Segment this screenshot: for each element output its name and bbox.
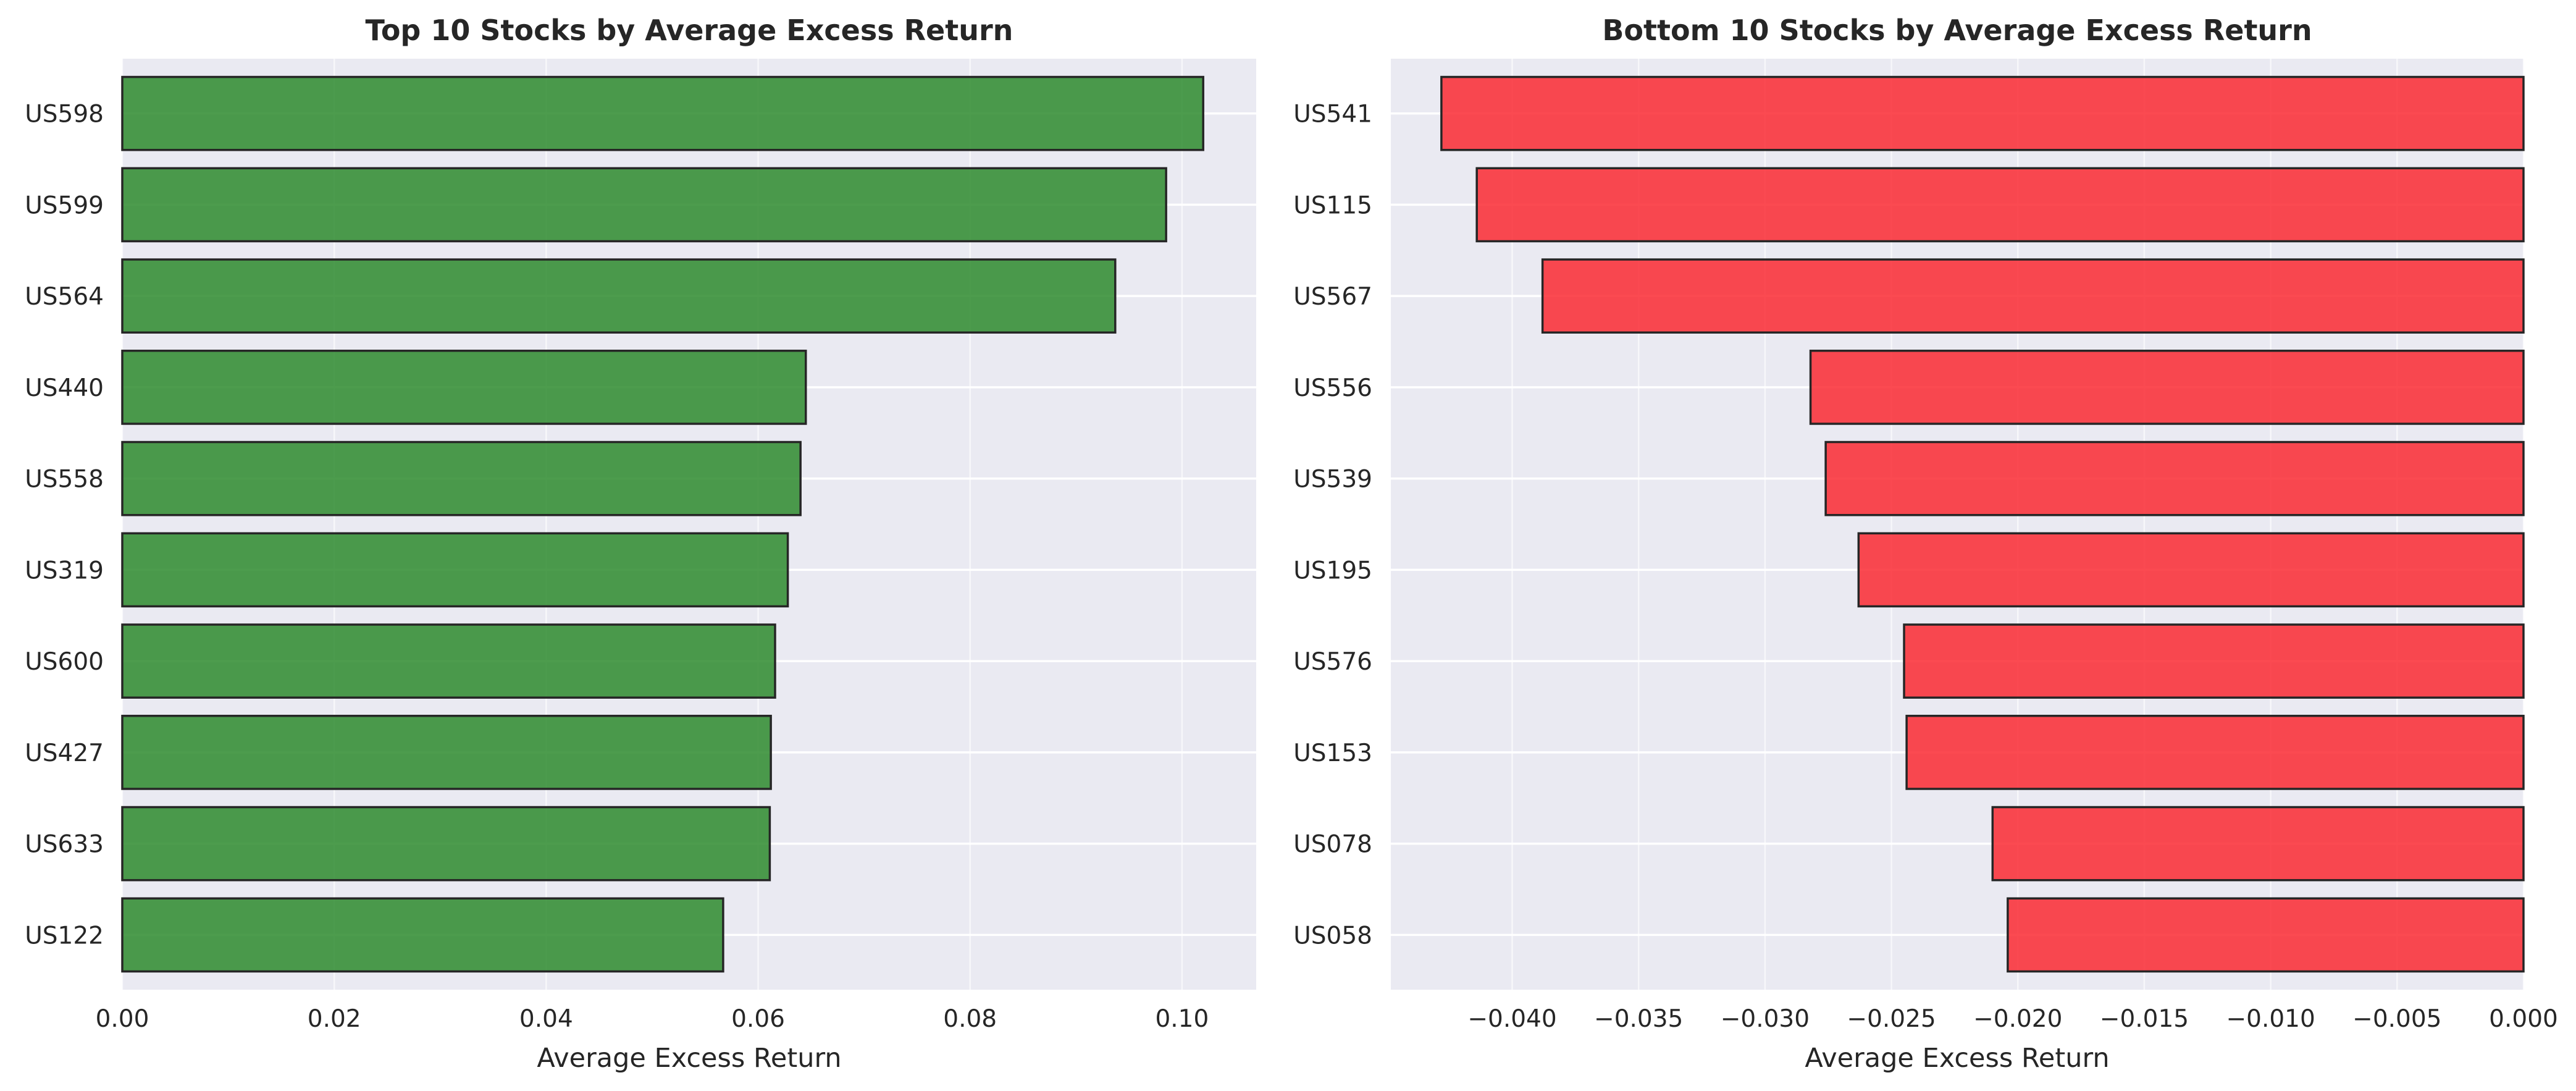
- bar-us122: [121, 897, 724, 973]
- bar-us195: [1857, 532, 2525, 608]
- y-tick-label: US564: [25, 283, 104, 311]
- y-tick-label: US058: [1293, 922, 1372, 950]
- bar-us078: [1991, 806, 2525, 882]
- bar-us556: [1809, 350, 2525, 425]
- y-tick-label: US427: [25, 739, 104, 767]
- x-tick-label: 0.06: [731, 1005, 785, 1033]
- x-tick-label: 0.10: [1155, 1005, 1209, 1033]
- bar-us541: [1440, 75, 2525, 151]
- y-tick-label: US556: [1293, 374, 1372, 402]
- bar-us633: [121, 806, 771, 882]
- y-tick-label: US122: [25, 922, 104, 950]
- x-tick-label: 0.08: [943, 1005, 997, 1033]
- x-tick-label: −0.040: [1467, 1005, 1556, 1033]
- y-tick-label: US558: [25, 466, 104, 494]
- x-tick-label: −0.020: [1973, 1005, 2062, 1033]
- x-tick-label: −0.025: [1847, 1005, 1936, 1033]
- y-tick-label: US115: [1293, 192, 1372, 219]
- y-tick-label: US195: [1293, 557, 1372, 584]
- y-tick-label: US598: [25, 101, 104, 128]
- y-tick-label: US567: [1293, 283, 1372, 311]
- bar-us599: [121, 167, 1167, 243]
- x-tick-label: 0.00: [96, 1005, 149, 1033]
- x-tick-label: −0.035: [1594, 1005, 1683, 1033]
- x-tick-label: 0.04: [519, 1005, 573, 1033]
- x-tick-label: 0.000: [2489, 1005, 2558, 1033]
- x-axis-label: Average Excess Return: [1805, 1043, 2109, 1074]
- bar-us564: [121, 258, 1117, 334]
- chart-title: Top 10 Stocks by Average Excess Return: [366, 14, 1013, 47]
- bar-us558: [121, 440, 802, 516]
- x-tick-label: −0.010: [2226, 1005, 2315, 1033]
- bar-us427: [121, 715, 772, 790]
- y-tick-label: US541: [1293, 101, 1372, 128]
- chart-title: Bottom 10 Stocks by Average Excess Retur…: [1602, 14, 2312, 47]
- x-axis-label: Average Excess Return: [537, 1043, 841, 1074]
- chart-panel-1: US598 US599 US564 US440 US558 US319 US600 US427…: [25, 14, 1256, 1074]
- y-tick-label: US599: [25, 192, 104, 219]
- x-tick-label: −0.030: [1721, 1005, 1810, 1033]
- bar-us539: [1824, 440, 2525, 516]
- x-tick-label: −0.005: [2352, 1005, 2441, 1033]
- y-tick-label: US078: [1293, 831, 1372, 859]
- bar-us115: [1475, 167, 2525, 243]
- bar-us576: [1903, 623, 2525, 699]
- bar-us600: [121, 623, 776, 699]
- x-tick-label: −0.015: [2100, 1005, 2189, 1033]
- bar-us058: [2007, 897, 2525, 973]
- bar-us153: [1905, 715, 2525, 790]
- y-tick-label: US600: [25, 648, 104, 676]
- bar-us567: [1541, 258, 2525, 334]
- y-tick-label: US440: [25, 374, 104, 402]
- y-tick-label: US539: [1293, 466, 1372, 494]
- bar-us319: [121, 532, 789, 608]
- chart-panel-2: US541 US115 US567 US556 US539 US195 US576 US153…: [1293, 14, 2558, 1074]
- x-tick-label: 0.02: [308, 1005, 361, 1033]
- y-tick-label: US153: [1293, 739, 1372, 767]
- y-tick-label: US633: [25, 831, 104, 859]
- bar-us598: [121, 75, 1204, 151]
- y-tick-label: US576: [1293, 648, 1372, 676]
- bar-us440: [121, 350, 807, 425]
- y-tick-label: US319: [25, 557, 104, 584]
